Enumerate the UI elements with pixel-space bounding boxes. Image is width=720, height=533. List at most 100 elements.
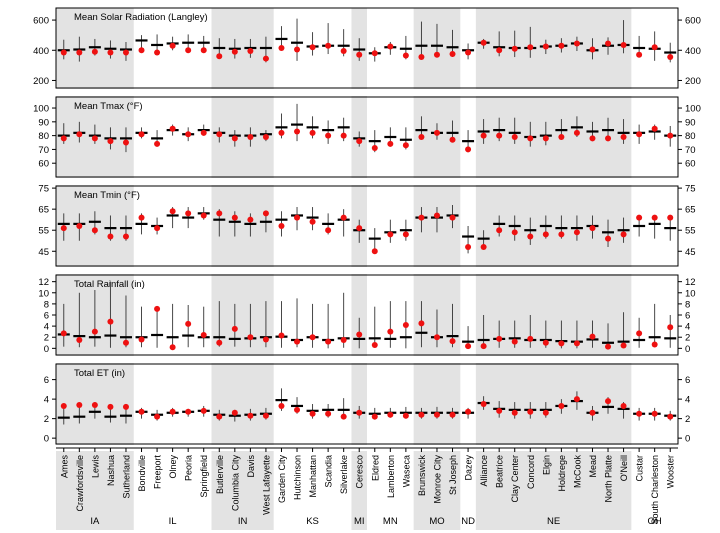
observed-dot <box>356 331 363 338</box>
observed-dot <box>60 330 67 337</box>
station-label: Monroe City <box>432 455 442 504</box>
observed-dot <box>216 339 223 346</box>
observed-dot <box>542 409 549 416</box>
observed-dot <box>200 212 207 219</box>
y-tick-label-right: 100 <box>685 104 701 115</box>
station-label: Concord <box>526 455 536 489</box>
state-label-ne: NE <box>547 516 560 527</box>
observed-dot <box>558 340 565 347</box>
observed-dot <box>402 322 409 328</box>
observed-dot <box>402 52 409 59</box>
observed-dot <box>558 402 565 409</box>
station-label: Custar <box>635 455 645 482</box>
observed-dot <box>325 42 332 49</box>
observed-dot <box>247 216 254 223</box>
observed-dot <box>340 413 347 420</box>
panel-gap <box>0 356 720 363</box>
state-label-in: IN <box>238 516 248 527</box>
observed-dot <box>107 138 114 145</box>
y-tick-label-left: 60 <box>38 159 49 170</box>
observed-dot <box>262 336 269 343</box>
observed-dot <box>216 413 223 420</box>
panel-title: Mean Tmin (°F) <box>74 190 140 201</box>
observed-dot <box>496 407 503 414</box>
observed-dot <box>247 134 254 140</box>
y-tick-label-left: 6 <box>44 375 49 386</box>
y-tick-label-right: 90 <box>685 117 696 128</box>
panel-2: 60 60 70 70 80 80 90 90 100 100 Mean Tmax (°F) <box>33 96 701 178</box>
observed-dot <box>247 412 254 419</box>
y-tick-label-right: 60 <box>685 159 696 170</box>
observed-dot <box>418 214 425 221</box>
observed-dot <box>636 131 643 138</box>
state-label-ia: IA <box>90 516 100 527</box>
observed-dot <box>60 225 67 232</box>
observed-dot <box>138 336 145 343</box>
observed-dot <box>231 214 238 221</box>
observed-dot <box>325 410 332 417</box>
observed-dot <box>433 411 440 418</box>
y-tick-label-right: 65 <box>685 205 696 216</box>
observed-dot <box>542 339 549 346</box>
y-tick-label-left: 600 <box>33 16 49 27</box>
observed-dot <box>262 412 269 419</box>
y-tick-label-left: 70 <box>38 145 49 156</box>
observed-dot <box>107 403 114 410</box>
observed-dot <box>573 129 580 136</box>
observed-dot <box>278 223 285 229</box>
station-label: Mead <box>588 455 598 478</box>
observed-dot <box>465 49 472 56</box>
observed-dot <box>138 408 145 415</box>
observed-dot <box>558 134 565 140</box>
state-label-ks: KS <box>306 516 319 527</box>
y-tick-label-left: 2 <box>44 333 49 344</box>
y-tick-label-left: 90 <box>38 117 49 128</box>
observed-dot <box>496 335 503 342</box>
station-label: Holdrege <box>557 455 567 492</box>
observed-dot <box>651 125 658 132</box>
state-label-mo: MO <box>429 516 444 527</box>
observed-dot <box>185 320 192 327</box>
observed-dot <box>667 324 674 331</box>
observed-dot <box>278 402 285 409</box>
station-label: Nashua <box>106 455 116 486</box>
station-label: Manhattan <box>308 455 318 498</box>
observed-dot <box>573 40 580 47</box>
observed-dot <box>294 128 301 135</box>
y-tick-label-right: 6 <box>685 375 690 386</box>
observed-dot <box>371 413 378 420</box>
observed-dot <box>573 340 580 347</box>
observed-dot <box>667 54 674 61</box>
observed-dot <box>247 48 254 55</box>
observed-dot <box>667 413 674 420</box>
observed-dot <box>465 244 472 251</box>
panel-gap <box>0 178 720 185</box>
station-label: Sutherland <box>121 455 131 499</box>
y-tick-label-right: 2 <box>685 414 690 425</box>
panel-frame <box>55 363 679 445</box>
observed-dot <box>449 214 456 221</box>
observed-dot <box>278 129 285 136</box>
panel-title: Mean Solar Radiation (Langley) <box>74 12 208 23</box>
observed-dot <box>371 50 378 57</box>
panel-title: Mean Tmax (°F) <box>74 101 143 112</box>
observed-dot <box>605 343 612 350</box>
observed-dot <box>154 140 161 147</box>
observed-dot <box>325 338 332 345</box>
panel-5: 0 0 2 2 4 4 6 6 Total ET (in) <box>44 363 690 445</box>
observed-dot <box>387 411 394 418</box>
observed-dot <box>449 338 456 345</box>
station-label: O'Neill <box>619 455 629 481</box>
observed-dot <box>294 338 301 345</box>
observed-dot <box>527 408 534 415</box>
panel-gap <box>0 267 720 274</box>
observed-dot <box>651 341 658 348</box>
y-tick-label-right: 200 <box>685 76 701 87</box>
observed-dot <box>573 396 580 403</box>
station-label: Eldred <box>370 455 380 481</box>
state-label-il: IL <box>169 516 177 527</box>
station-axis-layer: Ames Crawfordsville Lewis Nashua Sutherland B… <box>56 447 678 527</box>
observed-dot <box>76 223 83 229</box>
observed-dot <box>511 45 518 52</box>
observed-dot <box>636 51 643 58</box>
